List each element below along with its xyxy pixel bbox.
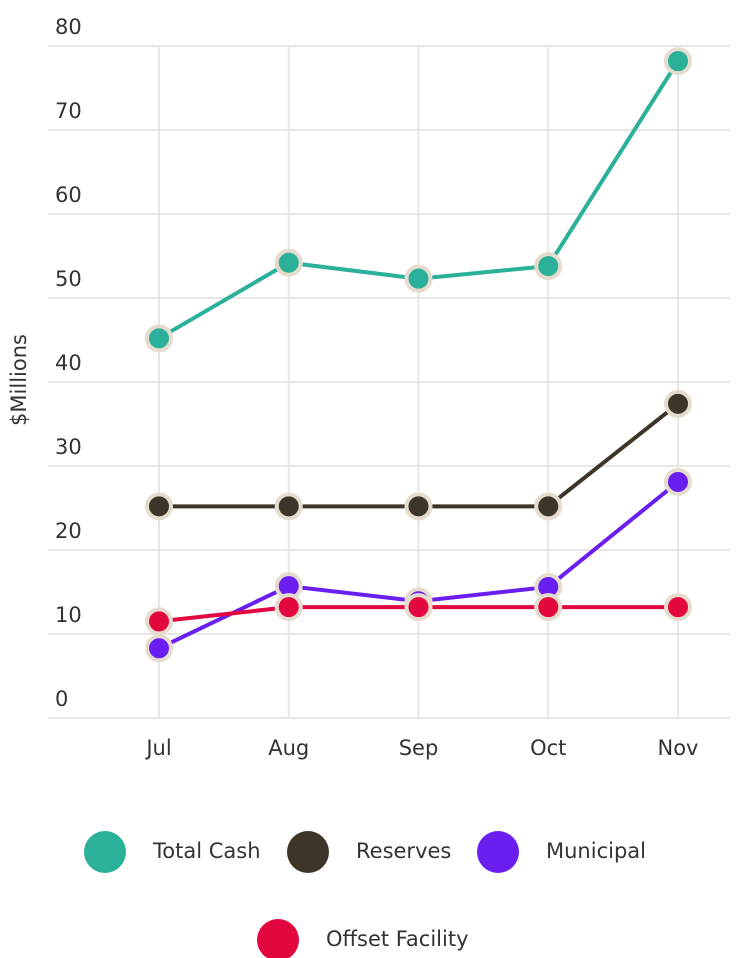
data-point [664, 593, 692, 622]
legend-swatch [477, 831, 519, 873]
legend-swatch [84, 831, 126, 873]
data-point [145, 492, 173, 521]
x-tick-label: Aug [268, 736, 309, 760]
data-point [145, 634, 173, 663]
y-tick-label: 80 [55, 15, 82, 39]
data-point [664, 389, 692, 418]
y-tick-label: 30 [55, 435, 82, 459]
data-point [534, 492, 563, 521]
y-tick-label: 40 [55, 351, 82, 375]
data-point [145, 324, 173, 353]
y-tick-label: 60 [55, 183, 82, 207]
data-point [534, 593, 563, 622]
legend-label: Reserves [356, 839, 451, 863]
data-point [404, 593, 433, 622]
x-tick-label: Oct [530, 736, 566, 760]
x-tick-label: Sep [399, 736, 439, 760]
legend-label: Total Cash [152, 839, 261, 863]
y-tick-label: 0 [55, 687, 68, 711]
y-tick-label: 50 [55, 267, 82, 291]
data-point [274, 593, 303, 622]
legend-swatch [287, 831, 329, 873]
y-tick-label: 70 [55, 99, 82, 123]
x-tick-label: Nov [658, 736, 699, 760]
legend-swatch [257, 919, 299, 958]
y-axis-label: $Millions [7, 334, 31, 426]
data-point [664, 47, 692, 76]
legend-label: Municipal [546, 839, 646, 863]
data-point [274, 492, 303, 521]
data-point [664, 467, 692, 496]
data-point [404, 492, 433, 521]
legend-label: Offset Facility [326, 927, 469, 951]
y-tick-label: 20 [55, 519, 82, 543]
data-point [274, 248, 303, 277]
y-tick-label: 10 [55, 603, 82, 627]
data-point [534, 252, 563, 281]
data-point [404, 264, 433, 293]
data-point [145, 607, 173, 636]
x-tick-label: Jul [144, 736, 171, 760]
